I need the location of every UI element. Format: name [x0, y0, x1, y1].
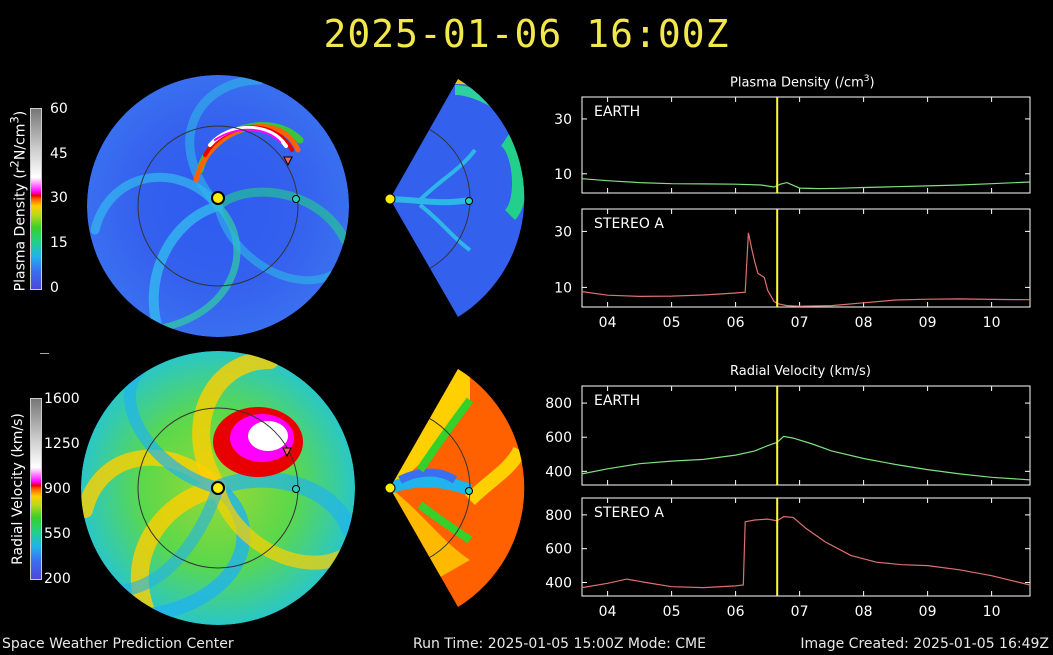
- y-tick-label: 30: [554, 112, 572, 128]
- x-tick-label: 10: [983, 604, 1001, 620]
- plot-frame: [581, 96, 1031, 194]
- sun-icon: [211, 481, 225, 495]
- plot-frame: [581, 208, 1031, 308]
- stereo-a-icon: [282, 447, 292, 458]
- y-tick-label: 600: [545, 542, 572, 558]
- density-cbar-tick: 0: [50, 280, 59, 296]
- y-tick-label: 10: [554, 280, 572, 296]
- footer-organization: Space Weather Prediction Center: [2, 636, 234, 652]
- series-line: [581, 232, 1031, 307]
- x-tick-label: 10: [983, 315, 1001, 331]
- series-line: [581, 515, 1031, 589]
- series-label: STEREO A: [594, 505, 664, 521]
- sun-icon: [384, 193, 396, 205]
- divider-dash: [40, 353, 49, 354]
- series-line: [581, 178, 1031, 190]
- series-label: EARTH: [594, 104, 640, 120]
- density-cbar-tick: 45: [50, 146, 68, 162]
- earth-icon: [465, 197, 473, 205]
- series-label: EARTH: [594, 393, 640, 409]
- footer-run-time: Run Time: 2025-01-05 15:00Z Mode: CME: [413, 636, 706, 652]
- velocity-cbar-tick: 1250: [44, 436, 80, 452]
- velocity-cbar-tick: 550: [44, 526, 71, 542]
- sun-icon: [384, 482, 396, 494]
- x-tick-label: 07: [791, 315, 809, 331]
- earth-icon: [292, 485, 300, 493]
- velocity-cbar-tick: 200: [44, 571, 71, 587]
- x-tick-label: 04: [599, 604, 617, 620]
- velocity-panel-title: Radial Velocity (km/s): [730, 364, 871, 379]
- y-tick-label: 400: [545, 464, 572, 480]
- x-tick-label: 08: [855, 604, 873, 620]
- x-tick-label: 09: [919, 604, 937, 620]
- density-cbar-tick: 30: [50, 190, 68, 206]
- page-title: 2025-01-06 16:00Z: [323, 12, 730, 56]
- y-tick-label: 600: [545, 430, 572, 446]
- x-tick-label: 08: [855, 315, 873, 331]
- x-tick-label: 04: [599, 315, 617, 331]
- plot-frame: [581, 385, 1031, 486]
- sun-icon: [211, 191, 225, 205]
- velocity-cbar-tick: 1600: [44, 391, 80, 407]
- density-cbar-tick: 60: [50, 101, 68, 117]
- x-tick-label: 09: [919, 315, 937, 331]
- density-colorbar: [30, 108, 42, 290]
- x-tick-label: 06: [727, 315, 745, 331]
- density-ecliptic-view: [87, 75, 349, 337]
- density-panel-title: Plasma Density (/cm3): [730, 74, 875, 91]
- x-tick-label: 06: [727, 604, 745, 620]
- y-tick-label: 800: [545, 508, 572, 524]
- x-tick-label: 05: [663, 604, 681, 620]
- footer-image-created: Image Created: 2025-01-05 16:49Z: [800, 636, 1049, 652]
- velocity-cbar-tick: 900: [44, 481, 71, 497]
- series-line: [581, 435, 1031, 481]
- earth-icon: [292, 195, 300, 203]
- y-tick-label: 30: [554, 224, 572, 240]
- stereo-a-icon: [283, 156, 293, 167]
- y-tick-label: 800: [545, 396, 572, 412]
- y-tick-label: 400: [545, 575, 572, 591]
- plot-frame: [581, 497, 1031, 597]
- series-label: STEREO A: [594, 216, 664, 232]
- density-cbar-tick: 15: [50, 235, 68, 251]
- velocity-colorbar: [30, 398, 42, 580]
- y-tick-label: 10: [554, 167, 572, 183]
- x-tick-label: 07: [791, 604, 809, 620]
- x-tick-label: 05: [663, 315, 681, 331]
- earth-icon: [465, 487, 473, 495]
